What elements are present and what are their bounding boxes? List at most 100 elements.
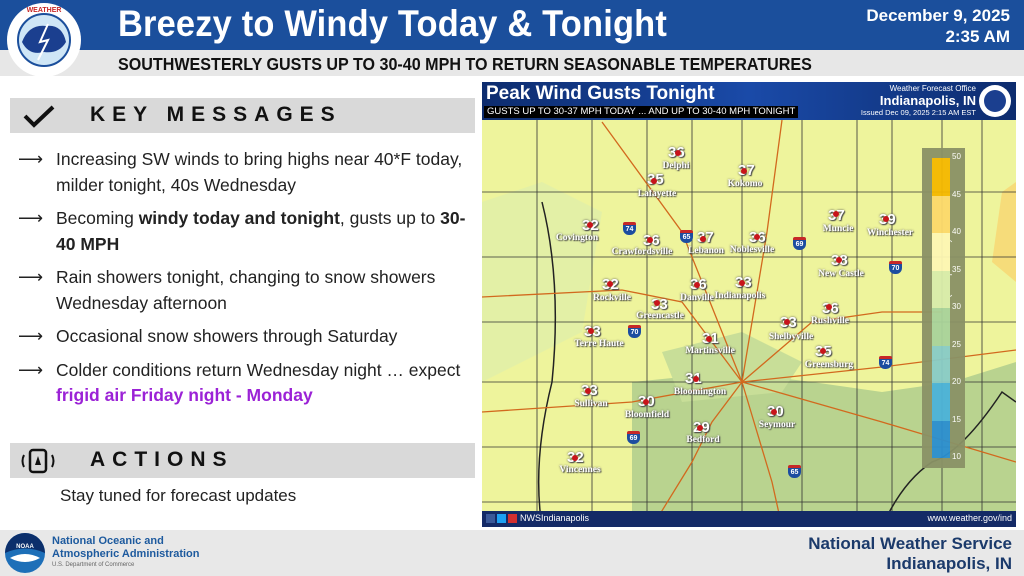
map-header: Peak Wind Gusts Tonight GUSTS UP TO 30-3… (482, 82, 1016, 120)
interstate-shield: 65 (788, 465, 801, 478)
issued-time: Issued Dec 09, 2025 2:15 AM EST (860, 108, 976, 117)
list-item: ⟶ Rain showers tonight, changing to snow … (18, 265, 478, 316)
map-footer: NWSIndianapolis www.weather.gov/ind (482, 511, 1016, 527)
message-text: Rain showers tonight, changing to snow s… (56, 267, 436, 313)
interstate-shield: 69 (793, 237, 806, 250)
city-label: Shelbyville (768, 332, 814, 342)
phone-alert-icon (21, 448, 55, 474)
city-label: Bedford (686, 435, 720, 445)
message-text: Occasional snow showers through Saturday (56, 326, 398, 346)
legend-tick: 15 (952, 414, 961, 424)
youtube-icon[interactable] (508, 514, 517, 523)
key-messages-list: ⟶ Increasing SW winds to bring highs near… (18, 147, 478, 417)
city-label: Vincennes (559, 465, 601, 475)
office-info: Weather Forecast Office Indianapolis, IN I… (861, 84, 976, 117)
city-marker (654, 300, 660, 306)
wind-gust-map: Peak Wind Gusts Tonight GUSTS UP TO 30-3… (482, 82, 1016, 527)
message-text: Colder conditions return Wednesday night… (56, 359, 461, 406)
arrow-icon: ⟶ (18, 359, 44, 380)
city-marker (739, 280, 745, 286)
city-label: Bloomfield (624, 410, 670, 420)
city-marker (741, 168, 747, 174)
legend-color-bin (932, 308, 950, 346)
interstate-shield: 74 (623, 222, 636, 235)
city-marker (706, 336, 712, 342)
city-marker (820, 348, 826, 354)
actions-heading: ACTIONS (90, 448, 234, 471)
office-label: Weather Forecast Office (889, 84, 976, 93)
noaa-logo: NOAA (5, 533, 45, 573)
social-handle[interactable]: NWSIndianapolis (520, 513, 590, 523)
legend-color-bin (932, 233, 950, 271)
datetime: December 9, 2025 2:35 AM (866, 5, 1010, 47)
date: December 9, 2025 (866, 6, 1010, 25)
city-label: Indianapolis (714, 291, 766, 301)
nws-office: National Weather Service Indianapolis, IN (808, 534, 1012, 573)
city-label: Danville (680, 293, 714, 303)
city-label: Kokomo (727, 179, 763, 189)
city-label: Muncie (822, 224, 854, 234)
city-marker (700, 236, 706, 242)
arrow-icon: ⟶ (18, 326, 44, 346)
legend-tick: 50 (952, 152, 961, 161)
city-label: Covington (555, 233, 599, 243)
facebook-icon[interactable] (486, 514, 495, 523)
city-marker (651, 178, 657, 184)
svg-text:NOAA: NOAA (16, 544, 34, 550)
svg-text:WEATHER: WEATHER (27, 7, 62, 14)
city-marker (883, 216, 889, 222)
legend-tick: 45 (952, 189, 961, 199)
city-marker (647, 237, 653, 243)
city-label: Seymour (758, 420, 796, 430)
list-item: ⟶ Colder conditions return Wednesday nigh… (18, 358, 478, 409)
city-label: Martinsville (685, 346, 735, 356)
city-marker (754, 234, 760, 240)
city-label: Sullivan (574, 399, 608, 409)
legend-color-bin (932, 195, 950, 233)
interstate-shield: 70 (889, 261, 902, 274)
interstate-shield: 65 (680, 230, 693, 243)
city-marker (588, 328, 594, 334)
city-label: Rockville (593, 293, 631, 303)
key-messages-heading: KEY MESSAGES (90, 103, 342, 126)
city-marker (675, 150, 681, 156)
legend-color-bin (932, 420, 950, 458)
list-item: ⟶ Becoming windy today and tonight, gusts… (18, 206, 478, 257)
map-title: Peak Wind Gusts Tonight (486, 83, 715, 104)
city-marker (572, 455, 578, 461)
list-item: ⟶ Occasional snow showers through Saturda… (18, 324, 478, 350)
key-messages-header: KEY MESSAGES (10, 98, 475, 133)
legend-color-bin (932, 158, 950, 196)
city-label: Bloomington (673, 387, 727, 397)
nws-logo-small (979, 85, 1011, 117)
legend-tick: 35 (952, 264, 961, 274)
office-name: Indianapolis, IN (879, 93, 976, 108)
city-label: Lebanon (688, 246, 724, 256)
city-marker (693, 376, 699, 382)
city-marker (643, 399, 649, 405)
nws-logo: WEATHER (7, 3, 81, 77)
map-subtitle: GUSTS UP TO 30-37 MPH TODAY ... AND UP T… (484, 106, 799, 118)
twitter-icon[interactable] (497, 514, 506, 523)
interstate-shield: 69 (627, 431, 640, 444)
page-title: Breezy to Windy Today & Tonight (118, 3, 668, 44)
city-marker (585, 388, 591, 394)
legend-tick: 20 (952, 377, 961, 386)
city-label: Noblesville (729, 245, 775, 255)
interstate-shield: 70 (628, 325, 641, 338)
city-marker (836, 257, 842, 263)
city-label: Terre Haute (574, 339, 624, 349)
city-marker (826, 304, 832, 310)
checkmark-icon (23, 105, 55, 128)
noaa-name: National Oceanic and Atmospheric Administ… (52, 535, 200, 560)
map-base (482, 119, 1016, 527)
legend-color-bin (932, 345, 950, 383)
website-link[interactable]: www.weather.gov/ind (927, 513, 1012, 523)
footer (0, 530, 1024, 576)
actions-header: ACTIONS (10, 443, 475, 478)
city-label: New Castle (818, 269, 864, 279)
city-label: Rushville (810, 316, 850, 326)
subtitle-bar (0, 50, 1024, 76)
city-marker (587, 222, 593, 228)
city-label: Winchester (866, 228, 914, 238)
